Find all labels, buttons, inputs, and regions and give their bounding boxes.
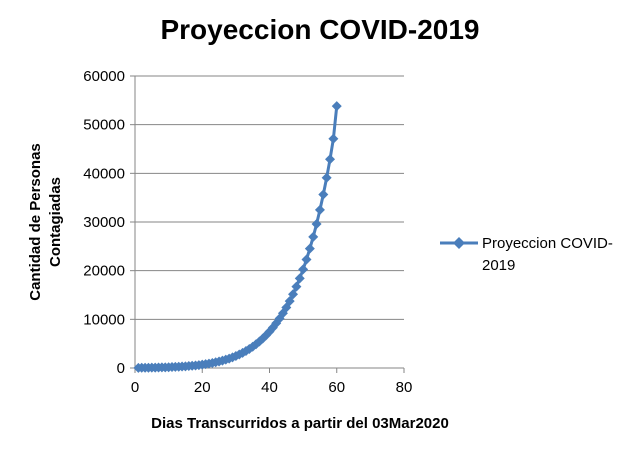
data-point — [304, 243, 315, 254]
axes — [130, 75, 405, 373]
data-point — [294, 273, 305, 284]
legend-label-line-2: 2019 — [482, 257, 515, 274]
x-axis-title: Dias Transcurridos a partir del 03Mar202… — [151, 415, 449, 432]
y-tick-label: 60000 — [83, 68, 125, 85]
chart-title: Proyeccion COVID-2019 — [160, 14, 480, 45]
y-axis-title-line-1: Cantidad de Personas — [27, 143, 44, 301]
series-line — [138, 106, 339, 370]
data-point — [314, 204, 325, 215]
data-point — [291, 281, 302, 292]
data-point — [325, 154, 336, 165]
legend-label-line-1: Proyeccion COVID- — [482, 235, 613, 252]
y-tick-label: 50000 — [83, 117, 125, 134]
y-tick-label: 10000 — [83, 311, 125, 328]
data-point — [284, 296, 295, 307]
data-point — [328, 133, 339, 144]
x-tick-label: 0 — [131, 379, 139, 396]
y-tick-label: 40000 — [83, 165, 125, 182]
data-point — [321, 172, 332, 183]
data-point — [298, 264, 309, 275]
y-tick-label: 30000 — [83, 214, 125, 231]
data-point — [318, 189, 329, 200]
x-tick-label: 20 — [194, 379, 211, 396]
data-point — [331, 101, 342, 112]
data-point — [311, 218, 322, 229]
y-axis-title-line-2: Contagiadas — [47, 177, 64, 267]
grid-lines — [135, 75, 404, 320]
data-point — [288, 289, 299, 300]
series-layer — [133, 101, 342, 373]
x-tick-label: 80 — [396, 379, 413, 396]
x-tick-label: 60 — [328, 379, 345, 396]
y-axis-title: Cantidad de Personas Contagiadas — [27, 143, 64, 301]
data-point — [308, 231, 319, 242]
data-point — [301, 254, 312, 265]
y-tick-label: 20000 — [83, 263, 125, 280]
tick-labels: 0 10000 20000 30000 40000 50000 60000 0 20 40 60 80 — [83, 68, 412, 396]
y-tick-label: 0 — [117, 360, 125, 377]
legend: Proyeccion COVID- 2019 — [440, 235, 613, 274]
legend-marker-swatch — [453, 237, 465, 249]
x-tick-label: 40 — [261, 379, 278, 396]
